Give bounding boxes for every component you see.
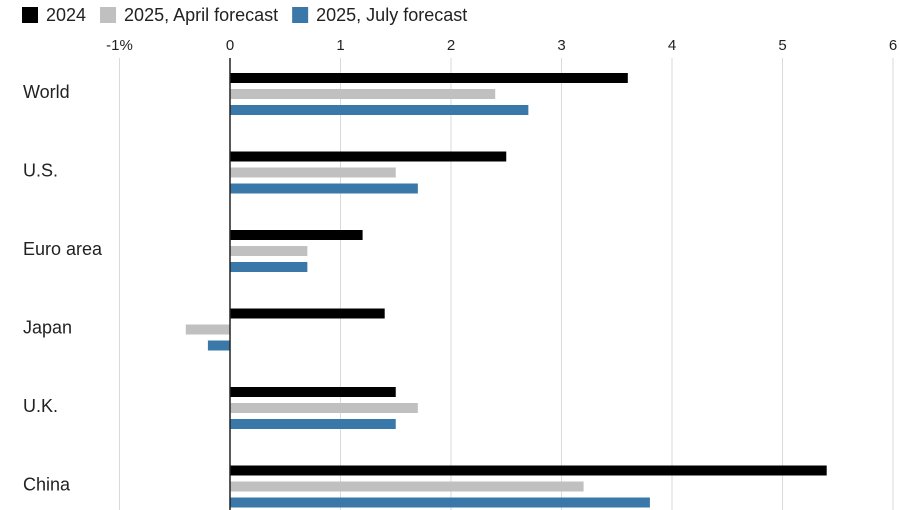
tick-label-6: 5 [778, 37, 786, 54]
bars [185, 73, 827, 508]
bar-1-1 [230, 167, 396, 178]
bar-1-2 [230, 183, 418, 194]
tick-label-1: 0 [226, 37, 234, 54]
category-label-0: World [23, 82, 70, 102]
legend-label-1: 2025, April forecast [124, 5, 278, 25]
category-label-4: U.K. [23, 396, 58, 416]
tick-label-7: 6 [889, 37, 897, 54]
legend-swatch-1 [100, 7, 117, 23]
category-label-1: U.S. [23, 161, 58, 181]
bar-2-1 [230, 246, 308, 256]
bar-0-1 [230, 89, 496, 99]
bar-2-0 [230, 230, 363, 240]
category-labels: World U.S. Euro area Japan U.K. China [23, 82, 103, 495]
bar-0-2 [230, 105, 529, 115]
legend-swatch-0 [22, 7, 38, 23]
legend-swatch-2 [292, 7, 309, 23]
category-label-3: Japan [23, 318, 72, 338]
bar-0-0 [230, 73, 628, 83]
bar-2-2 [230, 262, 308, 272]
tick-label-5: 4 [668, 37, 676, 54]
grid [119, 58, 894, 510]
bar-1-0 [230, 151, 507, 162]
x-axis-ticks: -1% 0 1 2 3 4 5 6 [106, 37, 897, 54]
legend-label-2: 2025, July forecast [316, 5, 467, 25]
bar-4-0 [230, 387, 396, 397]
tick-label-3: 2 [447, 37, 455, 54]
legend-label-0: 2024 [46, 5, 86, 25]
legend: 2024 2025, April forecast 2025, July forec… [22, 5, 467, 25]
bar-3-2 [207, 340, 230, 351]
bar-5-0 [230, 465, 827, 476]
bar-3-1 [185, 324, 230, 335]
tick-label-2: 1 [336, 37, 344, 54]
bar-4-1 [230, 403, 418, 413]
bar-4-2 [230, 419, 396, 429]
tick-label-4: 3 [557, 37, 565, 54]
bar-5-2 [230, 497, 650, 508]
category-label-2: Euro area [23, 239, 103, 259]
category-label-5: China [23, 475, 71, 495]
tick-label-0: -1% [106, 37, 133, 54]
bar-5-1 [230, 481, 584, 492]
bar-3-0 [230, 308, 385, 319]
